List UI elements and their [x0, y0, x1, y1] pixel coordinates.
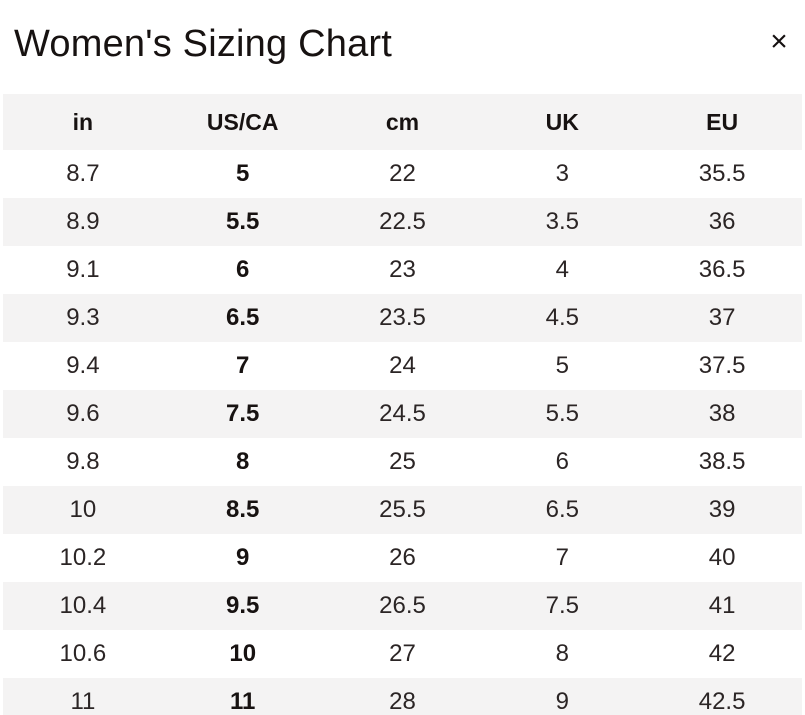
- table-cell: 27: [389, 640, 416, 667]
- sizing-table-head: in US/CA cm UK EU: [3, 94, 802, 150]
- table-cell: 6.5: [162, 294, 323, 342]
- table-row: 10.4 9.5 26.5 7.5 41: [3, 582, 802, 630]
- table-cell: 23.5: [322, 294, 483, 342]
- table-cell: 8.5: [162, 486, 323, 534]
- table-cell: 8.7: [66, 160, 100, 187]
- table-cell: 7: [236, 352, 250, 379]
- table-cell: 36.5: [698, 256, 746, 283]
- table-row: 10 8.5 25.5 6.5 39: [3, 486, 802, 534]
- table-cell: 4.5: [482, 294, 643, 342]
- close-icon: ×: [770, 25, 788, 58]
- table-cell: 24: [389, 352, 416, 379]
- table-cell: 42: [708, 640, 736, 667]
- table-cell: 3: [555, 160, 569, 187]
- close-button[interactable]: ×: [757, 20, 801, 64]
- table-cell: 10.4: [3, 582, 163, 630]
- table-row: 11 11 28 9 42.5: [3, 678, 802, 715]
- header-row: in US/CA cm UK EU: [3, 94, 802, 150]
- table-cell: 8: [236, 448, 250, 475]
- table-cell: 28: [322, 678, 483, 715]
- table-cell: 7.5: [162, 390, 323, 438]
- table-cell: 11: [3, 678, 163, 715]
- table-row: 9.3 6.5 23.5 4.5 37: [3, 294, 802, 342]
- table-cell: 9: [482, 678, 643, 715]
- table-cell: 9.5: [162, 582, 323, 630]
- table-cell: 8.9: [3, 198, 163, 246]
- table-cell: 4: [555, 256, 569, 283]
- column-header-uk: UK: [482, 94, 643, 150]
- table-cell: 7.5: [482, 582, 643, 630]
- table-cell: 9.3: [3, 294, 163, 342]
- table-cell: 26: [389, 544, 416, 571]
- table-row: 9.8 8 25 6 38.5: [3, 438, 802, 486]
- table-cell: 6: [236, 256, 250, 283]
- table-row: 10.6 10 27 8 42: [3, 630, 802, 678]
- table-cell: 3.5: [482, 198, 643, 246]
- table-cell: 6.5: [482, 486, 643, 534]
- table-row: 9.6 7.5 24.5 5.5 38: [3, 390, 802, 438]
- table-cell: 9.1: [66, 256, 100, 283]
- table-cell: 9: [236, 544, 250, 571]
- table-cell: 22.5: [322, 198, 483, 246]
- table-row: 9.1 6 23 4 36.5: [3, 246, 802, 294]
- table-cell: 25.5: [322, 486, 483, 534]
- table-cell: 40: [708, 544, 736, 571]
- table-cell: 25: [389, 448, 416, 475]
- table-cell: 24.5: [322, 390, 483, 438]
- table-cell: 10: [229, 640, 257, 667]
- table-cell: 36: [642, 198, 802, 246]
- table-cell: 10: [3, 486, 163, 534]
- table-row: 10.2 9 26 7 40: [3, 534, 802, 582]
- table-cell: 7: [555, 544, 569, 571]
- table-cell: 38.5: [698, 448, 746, 475]
- table-cell: 10.6: [59, 640, 107, 667]
- column-header-in: in: [3, 94, 163, 150]
- sizing-table-body: 8.7 5 22 3 35.5 8.9 5.5 22.5 3.5 36 9.1 6 23 4 36.5 9.3…: [3, 150, 802, 715]
- modal-header: Women's Sizing Chart ×: [0, 0, 805, 94]
- table-cell: 11: [162, 678, 323, 715]
- table-row: 8.7 5 22 3 35.5: [3, 150, 802, 198]
- column-header-cm: cm: [322, 94, 483, 150]
- table-cell: 39: [642, 486, 802, 534]
- table-row: 9.4 7 24 5 37.5: [3, 342, 802, 390]
- table-cell: 22: [389, 160, 416, 187]
- table-cell: 6: [555, 448, 569, 475]
- table-cell: 9.4: [66, 352, 100, 379]
- table-cell: 26.5: [322, 582, 483, 630]
- table-cell: 5.5: [482, 390, 643, 438]
- table-row: 8.9 5.5 22.5 3.5 36: [3, 198, 802, 246]
- table-cell: 5: [555, 352, 569, 379]
- table-cell: 5: [236, 160, 250, 187]
- table-cell: 8: [555, 640, 569, 667]
- table-cell: 37.5: [698, 352, 746, 379]
- table-cell: 38: [642, 390, 802, 438]
- column-header-us-ca: US/CA: [162, 94, 323, 150]
- table-cell: 41: [642, 582, 802, 630]
- table-cell: 42.5: [642, 678, 802, 715]
- sizing-table: in US/CA cm UK EU 8.7 5 22 3 35.5 8.9 5.5 22.5 3.5 36…: [3, 94, 802, 715]
- table-cell: 37: [642, 294, 802, 342]
- table-cell: 9.6: [3, 390, 163, 438]
- table-cell: 35.5: [698, 160, 746, 187]
- table-cell: 10.2: [59, 544, 107, 571]
- table-cell: 9.8: [66, 448, 100, 475]
- page-title: Women's Sizing Chart: [14, 23, 393, 65]
- table-cell: 5.5: [162, 198, 323, 246]
- table-cell: 23: [389, 256, 416, 283]
- column-header-eu: EU: [642, 94, 802, 150]
